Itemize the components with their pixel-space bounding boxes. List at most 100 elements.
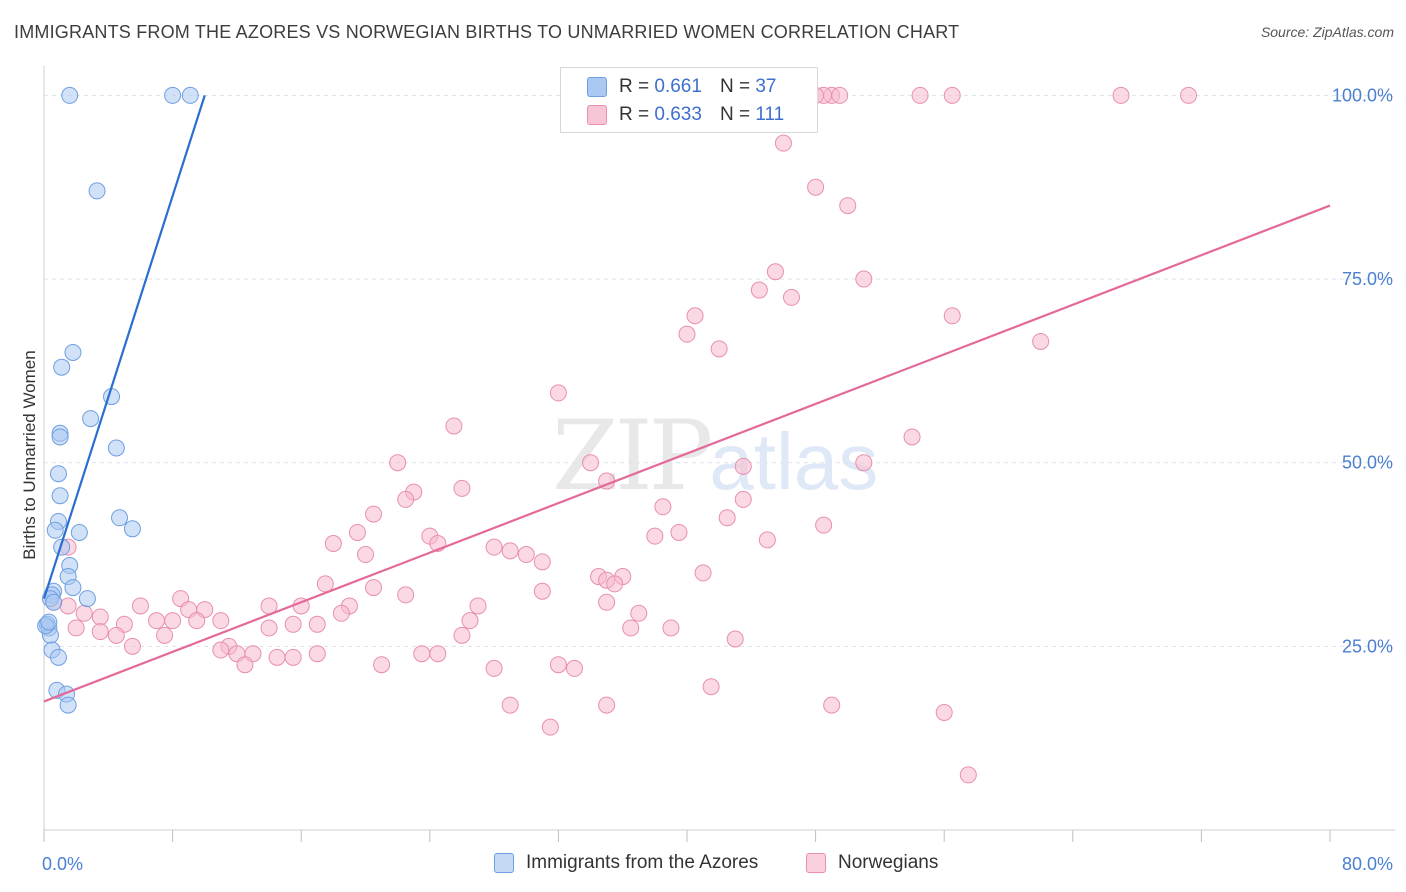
y-tick-label: 100.0% [1332,85,1393,105]
norwegians-point [670,523,688,541]
norwegians-point [91,608,109,626]
norwegians-point [606,575,624,593]
norwegians-point [67,619,85,637]
azores-point [49,465,67,483]
norwegians-point [533,553,551,571]
y-tick-label: 25.0% [1342,636,1393,656]
n-label: N = [719,76,751,97]
norwegians-point [501,542,519,560]
norwegians-points [45,86,1198,784]
norwegians-point [316,575,334,593]
norwegians-point [107,626,125,644]
norwegians-point [750,281,768,299]
azores-trend-line [42,95,206,599]
azores-point [51,487,69,505]
norwegians-point [686,307,704,325]
norwegians-point [718,509,736,527]
norwegians-point [855,454,873,472]
norwegians-point [774,134,792,152]
norwegians-point [236,656,254,674]
r-label: R = [619,76,650,97]
norwegians-point [598,593,616,611]
norwegians-point [622,619,640,637]
norwegians-point [501,696,519,714]
norwegians-point [453,479,471,497]
norwegians-point [807,178,825,196]
norwegians-point [453,626,471,644]
norwegians-point [188,612,206,630]
norwegians-point [1112,86,1130,104]
legend-item-azores: Immigrants from the Azores [494,852,758,874]
chart-title: IMMIGRANTS FROM THE AZORES VS NORWEGIAN … [14,22,960,42]
n-label: N = [719,104,751,125]
azores-point [40,613,58,631]
norwegians-point [212,612,230,630]
norwegians-point [823,696,841,714]
norwegians-point [694,564,712,582]
norwegians-point [485,659,503,677]
norwegians-point [839,197,857,215]
norwegians-point [268,648,286,666]
legend-row-norwegians: R = 0.633 N = 111 [587,100,784,130]
azores-point [53,538,71,556]
norwegians-point [212,641,230,659]
norwegians-point [678,325,696,343]
azores-point [123,520,141,538]
norwegians-point [517,546,535,564]
norwegians-point [935,703,953,721]
norwegians-point [348,523,366,541]
norwegians-point [702,678,720,696]
norwegians-point [549,656,567,674]
azores-point [107,439,125,457]
azores-point [61,86,79,104]
norwegians-point [758,531,776,549]
norwegians-point [284,648,302,666]
norwegians-point [710,340,728,358]
norwegians-point [565,659,583,677]
azores-points [37,86,199,714]
watermark: ZIPatlas [552,400,878,512]
norwegians-point [654,498,672,516]
norwegians-point [911,86,929,104]
azores-point [82,410,100,428]
r-label: R = [619,104,650,125]
norwegians-point [582,454,600,472]
norwegians-point [734,490,752,508]
norwegians-point [397,490,415,508]
correlation-legend: R = 0.661 N = 37 R = 0.633 N = 111 [560,67,818,133]
norwegians-point [365,505,383,523]
azores-point [78,590,96,608]
norwegians-point [943,86,961,104]
axes [43,66,1395,842]
azores-swatch [587,77,607,97]
azores-point [111,509,129,527]
x-tick-label-max: 80.0% [1342,854,1393,874]
gridlines [44,94,1395,647]
azores-point [51,428,69,446]
legend-item-norwegians: Norwegians [806,852,938,874]
legend-row-azores: R = 0.661 N = 37 [587,72,776,102]
azores-point [164,86,182,104]
azores-point [49,648,67,666]
norwegians-point [365,579,383,597]
azores-point [64,579,82,597]
azores-point [53,358,71,376]
norwegians-swatch [587,105,607,125]
norwegians-point [630,604,648,622]
norwegians-point [766,263,784,281]
norwegians-point [59,597,77,615]
azores-point [64,344,82,361]
norwegians-point [831,86,849,104]
azores-legend-swatch [494,853,514,873]
norwegians-point [260,619,278,637]
norwegians-point [461,612,479,630]
y-tick-label: 75.0% [1342,269,1393,289]
tick-labels: 25.0% 50.0% 75.0% 100.0% 0.0% 80.0% [42,85,1393,874]
norwegians-point [389,454,407,472]
norwegians-point [324,535,342,552]
norwegians-point [308,645,326,663]
norwegians-point [734,457,752,475]
norwegians-point [445,417,463,435]
norwegians-point [156,626,174,644]
